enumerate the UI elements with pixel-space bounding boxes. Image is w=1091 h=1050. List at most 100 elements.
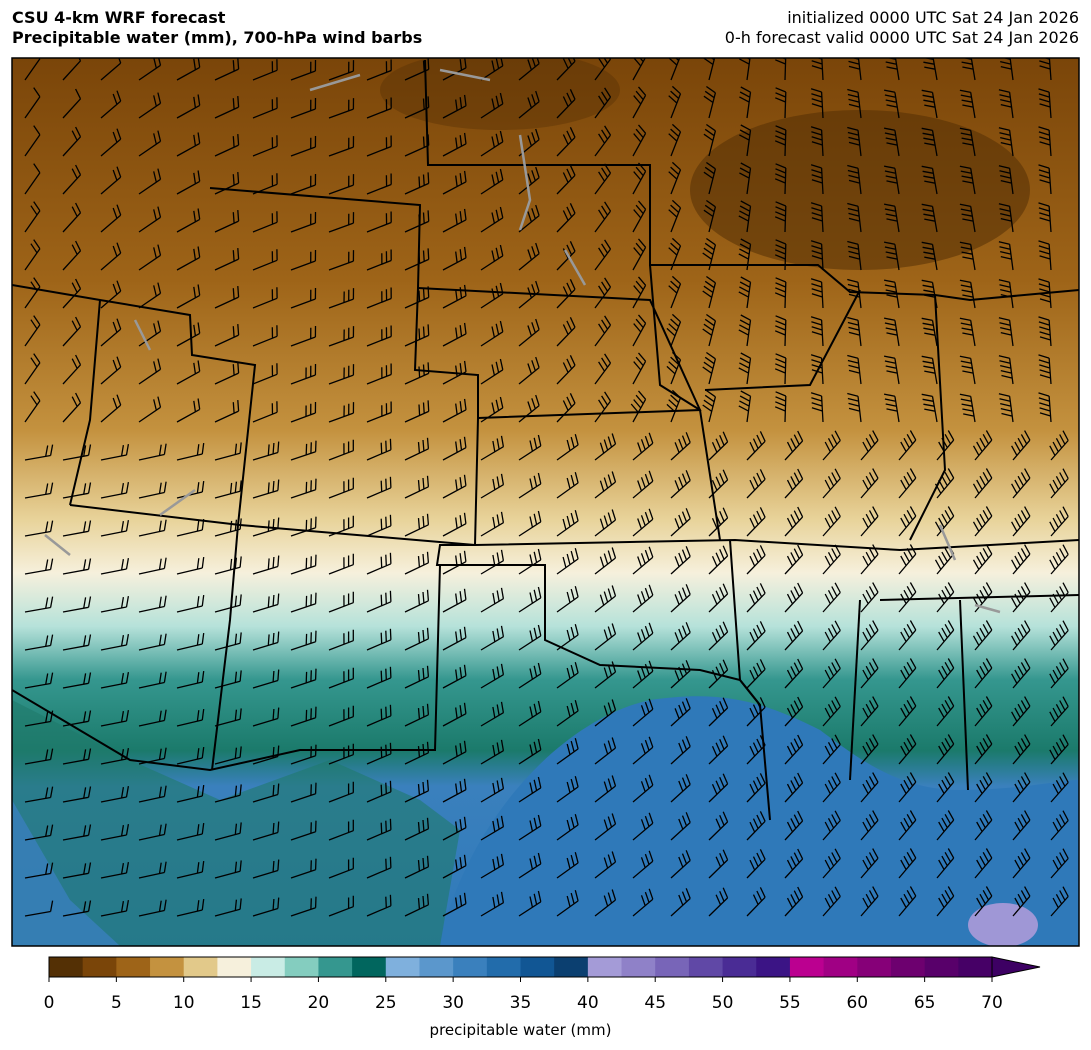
colorbar-segment: [520, 957, 555, 977]
wind-barb: [860, 886, 879, 917]
wind-barb: [252, 173, 278, 195]
wind-barb: [898, 544, 917, 575]
wind-barb: [959, 241, 976, 271]
wind-barb: [1011, 468, 1031, 499]
wind-barb: [847, 354, 862, 385]
wind-barb: [898, 772, 917, 803]
wind-barb: [632, 86, 647, 119]
wind-barb: [100, 242, 122, 271]
wind-barb: [100, 443, 130, 461]
wind-barb: [632, 432, 654, 461]
wind-barb: [480, 396, 504, 423]
wind-barb: [214, 518, 242, 537]
wind-barb: [100, 557, 130, 575]
wind-barb: [921, 355, 938, 385]
wind-barb: [810, 354, 824, 385]
wind-barb: [703, 161, 717, 195]
wind-barb: [100, 823, 130, 841]
wind-barb: [404, 817, 430, 841]
wind-barb: [176, 94, 201, 119]
colorbar-label: precipitable water (mm): [430, 1021, 612, 1039]
wind-barb: [1039, 58, 1052, 81]
wind-barb: [176, 132, 201, 157]
wind-barb: [670, 774, 691, 803]
wind-barb: [774, 125, 787, 157]
wind-barb: [774, 201, 787, 233]
wind-barb: [138, 396, 162, 423]
wind-barb: [556, 586, 579, 613]
wind-barb: [936, 886, 955, 917]
wind-barb: [404, 437, 430, 461]
wind-barb: [746, 773, 766, 803]
wind-barb: [518, 204, 540, 233]
wind-barb: [921, 203, 938, 233]
wind-barb: [328, 288, 355, 309]
wind-barb: [442, 892, 467, 917]
colorbar-tick-label: 0: [44, 993, 55, 1013]
wind-barb: [62, 58, 82, 81]
wind-barb: [62, 748, 92, 765]
wind-barb: [556, 317, 576, 347]
wind-barb: [176, 519, 205, 537]
wind-barb: [290, 782, 317, 803]
colorbar-tick-label: 65: [914, 993, 936, 1013]
wind-barb: [784, 506, 804, 537]
wind-barb: [252, 555, 280, 575]
wind-barb: [739, 58, 751, 81]
wind-barb: [442, 284, 467, 309]
wind-barb: [442, 436, 467, 461]
wind-barb: [24, 862, 54, 879]
wind-barb: [100, 128, 122, 157]
wind-barb: [24, 239, 41, 271]
wind-barb: [328, 705, 354, 727]
wind-barb: [328, 667, 354, 689]
wind-barb: [328, 174, 355, 195]
wind-barb: [138, 785, 167, 803]
wind-barb: [404, 210, 430, 233]
wind-barb: [1038, 202, 1052, 233]
wind-barb: [974, 772, 993, 803]
wind-barb: [810, 126, 824, 157]
wind-barb: [480, 130, 504, 157]
wind-barb: [214, 632, 242, 651]
wind-barb: [972, 582, 993, 613]
wind-barb: [936, 810, 955, 841]
wind-barb: [100, 519, 130, 537]
wind-barb: [290, 554, 317, 575]
wind-barb: [972, 430, 993, 461]
wind-barb: [328, 781, 354, 803]
wind-barb: [24, 748, 54, 765]
wind-barb: [442, 550, 467, 575]
colorbar-segment: [82, 957, 117, 977]
wind-barb: [290, 440, 317, 461]
wind-barb: [328, 553, 354, 575]
wind-barb: [784, 810, 804, 841]
wind-barb: [518, 662, 542, 689]
colorbar-segment: [688, 957, 724, 977]
wind-barb: [290, 668, 317, 689]
wind-barb: [328, 515, 354, 537]
wind-barb: [898, 506, 917, 537]
wind-barb: [974, 696, 993, 727]
wind-barb: [746, 811, 766, 841]
wind-barb: [784, 886, 804, 917]
wind-barb: [366, 173, 392, 195]
wind-barb: [328, 250, 355, 271]
colorbar-tick-label: 15: [240, 993, 262, 1013]
wind-barb: [959, 89, 976, 119]
wind-barb: [668, 199, 682, 233]
wind-barb: [518, 548, 542, 575]
colorbar-segment: [318, 957, 353, 977]
wind-barb: [810, 278, 824, 309]
wind-barb: [670, 432, 691, 461]
wind-barb: [666, 351, 682, 385]
wind-barb: [214, 134, 240, 157]
wind-barb: [810, 164, 824, 195]
wind-barb: [883, 241, 900, 271]
wind-barb: [252, 517, 280, 537]
wind-barb: [480, 815, 505, 841]
wind-barb: [442, 398, 467, 423]
wind-barb: [138, 358, 162, 385]
